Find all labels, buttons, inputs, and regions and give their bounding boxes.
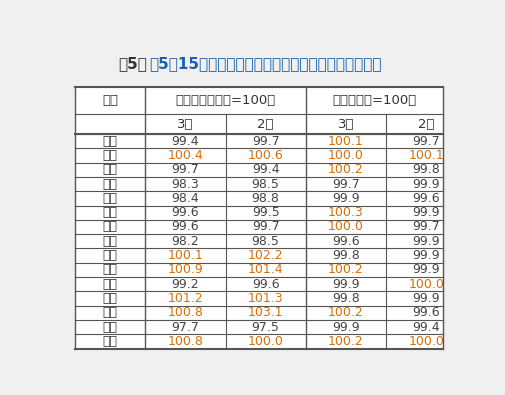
Text: 100.8: 100.8 — [168, 306, 204, 319]
Text: 100.0: 100.0 — [328, 220, 364, 233]
Text: 表5：15个热点城市新建商品住宅销售价格变动对比表: 表5：15个热点城市新建商品住宅销售价格变动对比表 — [149, 56, 382, 71]
Text: 101.3: 101.3 — [248, 292, 283, 305]
Text: 同比（上年同月=100）: 同比（上年同月=100） — [175, 94, 276, 107]
Text: 99.7: 99.7 — [172, 163, 199, 176]
Text: 无锡: 无锡 — [103, 192, 118, 205]
Text: 99.5: 99.5 — [252, 206, 280, 219]
Text: 100.0: 100.0 — [328, 149, 364, 162]
Text: 100.3: 100.3 — [328, 206, 364, 219]
Text: 深圳: 深圳 — [103, 321, 118, 333]
Text: 100.0: 100.0 — [408, 335, 444, 348]
Text: 97.5: 97.5 — [251, 321, 280, 333]
Text: 郑州: 郑州 — [103, 278, 118, 291]
Text: 99.9: 99.9 — [332, 278, 360, 291]
Text: 99.4: 99.4 — [172, 135, 199, 148]
Text: 合肥: 合肥 — [103, 220, 118, 233]
Text: 表5：: 表5： — [118, 56, 146, 71]
Text: 武汉: 武汉 — [103, 292, 118, 305]
Text: 101.2: 101.2 — [168, 292, 203, 305]
Text: 99.6: 99.6 — [332, 235, 360, 248]
Text: 98.2: 98.2 — [172, 235, 199, 248]
Text: 99.9: 99.9 — [332, 192, 360, 205]
Text: 100.0: 100.0 — [248, 335, 284, 348]
Text: 99.9: 99.9 — [412, 249, 440, 262]
Text: 上海: 上海 — [103, 163, 118, 176]
Text: 广州: 广州 — [103, 306, 118, 319]
Text: 100.6: 100.6 — [248, 149, 283, 162]
Text: 100.2: 100.2 — [328, 335, 364, 348]
Text: 99.8: 99.8 — [412, 163, 440, 176]
Text: 北京: 北京 — [103, 135, 118, 148]
Text: 天津: 天津 — [103, 149, 118, 162]
Text: 南京: 南京 — [103, 178, 118, 190]
Text: 99.8: 99.8 — [332, 292, 360, 305]
Text: 99.9: 99.9 — [412, 178, 440, 190]
Text: 100.2: 100.2 — [328, 263, 364, 276]
Text: 杭州: 杭州 — [103, 206, 118, 219]
Text: 100.1: 100.1 — [408, 149, 444, 162]
Text: 100.1: 100.1 — [168, 249, 204, 262]
Text: 99.7: 99.7 — [252, 220, 280, 233]
Text: 100.2: 100.2 — [328, 163, 364, 176]
Text: 101.4: 101.4 — [248, 263, 283, 276]
Text: 99.7: 99.7 — [412, 220, 440, 233]
Text: 99.9: 99.9 — [412, 292, 440, 305]
Text: 100.2: 100.2 — [328, 306, 364, 319]
Text: 99.6: 99.6 — [412, 192, 440, 205]
Text: 99.7: 99.7 — [412, 135, 440, 148]
Text: 城市: 城市 — [102, 94, 118, 107]
Text: 98.3: 98.3 — [172, 178, 199, 190]
Text: 99.6: 99.6 — [172, 206, 199, 219]
Text: 98.4: 98.4 — [172, 192, 199, 205]
Text: 济南: 济南 — [103, 263, 118, 276]
Text: 厦门: 厦门 — [103, 249, 118, 262]
Text: 100.9: 100.9 — [168, 263, 204, 276]
Text: 成都: 成都 — [103, 335, 118, 348]
Text: 99.7: 99.7 — [252, 135, 280, 148]
Text: 102.2: 102.2 — [248, 249, 283, 262]
Text: 97.7: 97.7 — [172, 321, 199, 333]
Text: 100.0: 100.0 — [408, 278, 444, 291]
Text: 环比（上月=100）: 环比（上月=100） — [332, 94, 417, 107]
Text: 福州: 福州 — [103, 235, 118, 248]
Text: 99.9: 99.9 — [412, 235, 440, 248]
Text: 98.5: 98.5 — [251, 235, 280, 248]
Text: 98.8: 98.8 — [251, 192, 280, 205]
Text: 100.4: 100.4 — [168, 149, 204, 162]
Text: 99.9: 99.9 — [412, 206, 440, 219]
Text: 99.9: 99.9 — [412, 263, 440, 276]
Text: 99.6: 99.6 — [172, 220, 199, 233]
FancyBboxPatch shape — [75, 87, 443, 348]
Text: 3月: 3月 — [338, 118, 354, 131]
Text: 100.8: 100.8 — [168, 335, 204, 348]
Text: 99.6: 99.6 — [412, 306, 440, 319]
Text: 99.4: 99.4 — [252, 163, 279, 176]
Text: 2月: 2月 — [418, 118, 434, 131]
Text: 99.6: 99.6 — [252, 278, 279, 291]
Text: 98.5: 98.5 — [251, 178, 280, 190]
Text: 3月: 3月 — [177, 118, 194, 131]
Text: 100.1: 100.1 — [328, 135, 364, 148]
Text: 99.8: 99.8 — [332, 249, 360, 262]
Text: 99.2: 99.2 — [172, 278, 199, 291]
Text: 99.7: 99.7 — [332, 178, 360, 190]
Text: 2月: 2月 — [258, 118, 274, 131]
Text: 103.1: 103.1 — [248, 306, 283, 319]
Text: 99.4: 99.4 — [412, 321, 440, 333]
Text: 99.9: 99.9 — [332, 321, 360, 333]
